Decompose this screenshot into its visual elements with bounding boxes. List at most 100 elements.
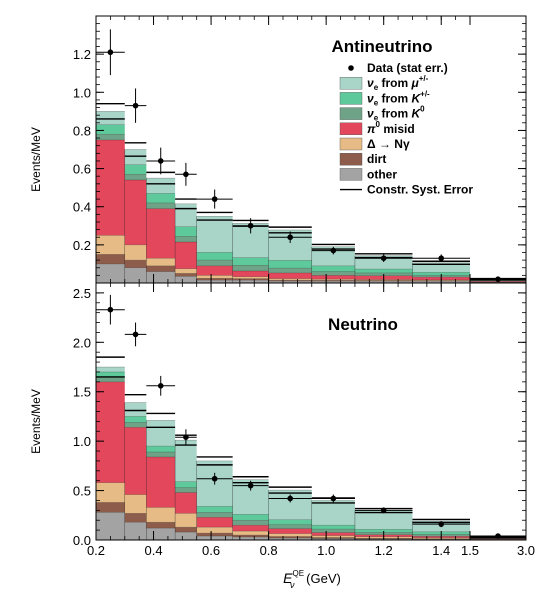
bar-dirt-bin-6 <box>268 280 312 282</box>
bar-pi0-bin-6 <box>268 528 312 534</box>
panel-title: Neutrino <box>328 315 398 334</box>
bar-mu-bin-4 <box>196 216 233 253</box>
y-tick-label: 1.2 <box>73 47 91 62</box>
bar-delta-bin-6 <box>268 533 312 537</box>
bar-dirt-bin-5 <box>232 278 269 281</box>
bar-k0-bin-2 <box>146 202 176 209</box>
bar-mu-bin-3 <box>175 203 197 227</box>
legend-swatch-mu <box>339 76 363 90</box>
bar-delta-bin-3 <box>175 513 197 528</box>
bar-kpm-bin-1 <box>124 164 147 175</box>
data-point-bin-0 <box>107 306 114 313</box>
bar-other-bin-1 <box>124 267 147 283</box>
bar-delta-bin-6 <box>268 278 312 281</box>
bar-k0-bin-2 <box>146 452 176 457</box>
data-point-bin-4 <box>211 475 218 482</box>
x-tick-label: 1.5 <box>461 543 479 558</box>
bar-pi0-bin-3 <box>175 492 197 514</box>
bar-other-bin-6 <box>268 538 312 540</box>
bar-kpm-bin-7 <box>311 525 355 530</box>
bar-k0-bin-3 <box>175 487 197 493</box>
bar-pi0-bin-5 <box>232 270 269 277</box>
data-point-bin-10 <box>495 276 501 282</box>
bar-mu-bin-6 <box>268 490 312 520</box>
data-point-bin-1 <box>132 102 139 109</box>
y-tick-label: 2.5 <box>73 286 91 301</box>
x-tick-label: 0.8 <box>260 543 278 558</box>
bar-pi0-bin-2 <box>146 208 176 259</box>
bar-pi0-bin-7 <box>311 532 355 536</box>
y-tick-label: 2.0 <box>73 335 91 350</box>
bar-k0-bin-6 <box>268 524 312 529</box>
bar-dirt-bin-7 <box>311 537 355 539</box>
bar-kpm-bin-4 <box>196 506 233 513</box>
data-point-bin-7 <box>330 495 337 502</box>
bar-kpm-bin-8 <box>354 529 413 533</box>
x-axis-label: EQE ν (GeV) <box>283 569 341 590</box>
bar-delta-bin-4 <box>196 275 233 279</box>
data-point-bin-2 <box>157 383 164 389</box>
bar-pi0-bin-2 <box>146 456 176 508</box>
bar-delta-bin-7 <box>311 535 355 538</box>
y-axis-label: Events/MeV <box>29 389 43 454</box>
bar-other-bin-6 <box>268 281 312 283</box>
y-tick-label: 1.0 <box>73 434 91 449</box>
x-tick-label: 3.0 <box>517 543 535 558</box>
data-point-bin-9 <box>438 521 445 527</box>
bar-mu-bin-1 <box>124 402 147 417</box>
data-point-bin-8 <box>380 507 387 514</box>
bar-dirt-bin-2 <box>146 265 176 272</box>
bar-pi0-bin-0 <box>96 381 125 483</box>
bar-other-bin-4 <box>196 536 233 540</box>
bar-delta-bin-2 <box>146 258 176 266</box>
bar-delta-bin-3 <box>175 268 197 274</box>
y-tick-label: 0.0 <box>73 533 91 548</box>
bar-delta-bin-0 <box>96 482 125 503</box>
bar-other-bin-7 <box>311 538 355 540</box>
legend-swatch-kpm <box>339 92 363 105</box>
bar-kpm-bin-3 <box>175 226 197 237</box>
data-point-bin-3 <box>183 171 189 178</box>
bar-dirt-bin-1 <box>124 260 147 268</box>
data-point-bin-6 <box>287 234 293 241</box>
bar-kpm-bin-0 <box>96 371 125 377</box>
bar-delta-bin-5 <box>232 531 269 536</box>
bar-other-bin-2 <box>146 271 176 283</box>
data-point-bin-6 <box>287 495 293 502</box>
bar-pi0-bin-7 <box>311 275 355 280</box>
y-axis-label: Events/MeV <box>29 127 43 192</box>
bar-kpm-bin-4 <box>196 252 233 261</box>
bar-dirt-bin-2 <box>146 522 176 529</box>
y-tick-label: 1.0 <box>73 85 91 100</box>
bar-mu-bin-0 <box>96 111 125 125</box>
bar-mu-bin-7 <box>311 500 355 526</box>
data-point-bin-3 <box>183 434 189 441</box>
bar-k0-bin-5 <box>232 520 269 526</box>
bar-dirt-bin-0 <box>96 254 125 264</box>
y-tick-label: 0.8 <box>73 123 91 138</box>
bar-pi0-bin-1 <box>124 427 147 495</box>
legend-label-syst: Constr. Syst. Error <box>367 183 473 197</box>
data-point-bin-0 <box>107 49 114 56</box>
bar-kpm-bin-5 <box>232 257 269 266</box>
bar-dirt-bin-0 <box>96 502 125 513</box>
legend-swatch-k0 <box>339 107 363 120</box>
data-point-bin-5 <box>247 222 254 229</box>
bar-kpm-bin-7 <box>311 265 355 272</box>
bar-delta-bin-1 <box>124 244 147 261</box>
legend-marker-data <box>348 65 354 71</box>
bar-pi0-bin-3 <box>175 242 197 269</box>
x-axis: 0.2 0.4 0.6 0.8 1.0 1.2 1.4 1.5 3.0 EQE ν (GeV) <box>87 16 535 590</box>
bar-kpm-bin-1 <box>124 416 147 423</box>
legend-label-dirt: dirt <box>367 152 386 166</box>
bar-dirt-bin-3 <box>175 527 197 533</box>
legend-label-delta: Δ → Nγ <box>367 137 410 151</box>
legend-label-other: other <box>367 167 397 181</box>
bar-mu-bin-2 <box>146 420 176 447</box>
bar-mu-bin-1 <box>124 149 147 165</box>
bar-kpm-bin-0 <box>96 124 125 135</box>
bar-k0-bin-1 <box>124 422 147 428</box>
x-tick-label: 1.2 <box>375 543 393 558</box>
bar-k0-bin-7 <box>311 529 355 533</box>
